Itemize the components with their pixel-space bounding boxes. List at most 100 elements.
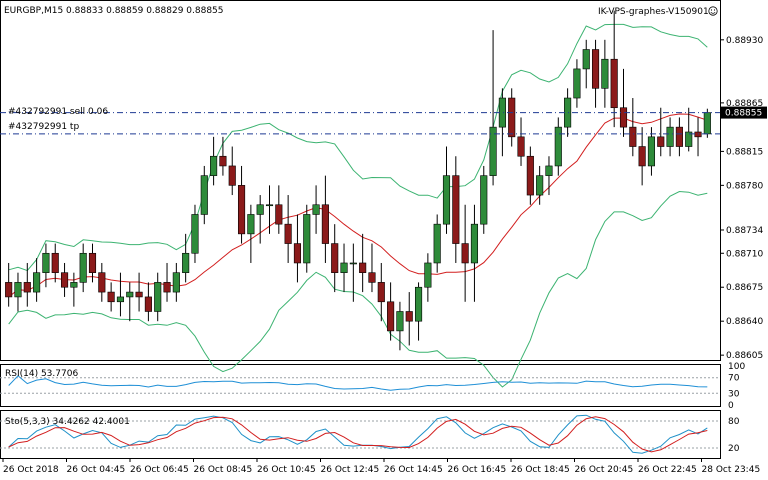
branding-label: IK-VPS-graphes-V150901	[598, 7, 709, 17]
stochastic-indicator: 80 20	[0, 414, 740, 454]
candle	[545, 156, 553, 196]
candle	[331, 224, 339, 293]
candle	[480, 165, 488, 234]
candle-body-bear	[657, 136, 665, 147]
rsi-indicator: 100 70 30 0	[0, 362, 745, 411]
candle-body-bull	[172, 272, 180, 293]
candle-body-bear	[237, 185, 246, 235]
candle	[554, 117, 562, 176]
candle	[182, 233, 190, 283]
candle-body-bull	[536, 175, 544, 196]
rsi-tick-label: 30	[728, 389, 740, 399]
candle-body-bear	[452, 175, 460, 244]
candle	[489, 30, 497, 186]
candle-body-bull	[564, 97, 572, 128]
candle-body-bear	[638, 146, 646, 167]
candle	[284, 195, 292, 263]
candle	[387, 282, 395, 341]
candle	[601, 39, 609, 108]
candle-body-bull	[256, 204, 264, 215]
candle-body-bull	[424, 262, 432, 288]
candle-body-bear	[629, 126, 637, 147]
candle-body-bull	[442, 175, 451, 225]
time-tick-label: 26 Oct 04:45	[67, 465, 126, 475]
candle	[42, 243, 50, 288]
time-tick-label: 26 Oct 10:45	[257, 465, 316, 475]
candle-body-bear	[368, 272, 376, 283]
candle-body-bear	[675, 126, 683, 147]
candle-body-bear	[508, 97, 516, 138]
candle	[442, 146, 451, 234]
candle	[359, 233, 367, 293]
candle	[23, 262, 31, 307]
moving-average	[8, 113, 708, 298]
price-tick-label: 0.88780	[726, 181, 763, 191]
sto-signal-line	[8, 416, 708, 453]
candle	[126, 282, 134, 322]
tp-order-label: #432792991 tp	[8, 122, 79, 132]
candle	[424, 253, 432, 302]
candle-body-bull	[601, 58, 609, 89]
candle	[675, 117, 683, 157]
candle-body-bear	[144, 296, 152, 312]
candle-body-bull	[349, 262, 357, 265]
candle	[591, 39, 600, 108]
sto-label: Sto(5,3,3) 34.4262 42.4001	[5, 417, 130, 427]
candle	[163, 262, 171, 302]
candle-body-bull	[498, 97, 506, 128]
candle-body-bear	[23, 282, 31, 293]
price-tick-label: 0.88640	[726, 317, 763, 327]
candle-body-bear	[517, 136, 525, 157]
candle-body-bear	[321, 204, 329, 244]
candle-body-bear	[135, 291, 143, 298]
rsi-tick-label: 100	[728, 362, 745, 372]
candle-body-bear	[526, 155, 534, 196]
candle	[219, 136, 227, 176]
candle-body-bear	[228, 165, 236, 186]
candle-body-bull	[210, 155, 218, 176]
candle-body-bear	[275, 204, 283, 225]
time-tick-label: 26 Oct 08:45	[194, 465, 253, 475]
price-tick-label: 0.88865	[726, 99, 763, 109]
time-tick-label: 26 Oct 06:45	[130, 465, 189, 475]
candle	[116, 272, 125, 317]
candle	[33, 258, 41, 302]
candle-body-bull	[666, 126, 674, 147]
smiley-icon	[708, 6, 718, 16]
candle-body-bull	[470, 223, 479, 264]
candle	[573, 59, 581, 108]
rsi-panel-border	[0, 364, 721, 407]
rsi-line	[8, 375, 708, 391]
candle-body-bull	[582, 49, 590, 70]
price-tick-label: 0.88710	[726, 249, 763, 259]
candle	[60, 262, 69, 297]
sto-tick-label: 20	[728, 444, 740, 454]
candle-body-bull	[303, 214, 311, 264]
candle-body-bear	[405, 311, 413, 322]
candle	[610, 10, 618, 128]
candle	[657, 107, 665, 157]
candle	[619, 68, 628, 137]
time-tick-label: 26 Oct 18:45	[511, 465, 570, 475]
candle	[200, 165, 208, 225]
time-tick-label: 26 Oct 16:45	[448, 465, 507, 475]
symbol-info: EURGBP,M15 0.88833 0.88859 0.88829 0.888…	[4, 6, 224, 16]
candle-body-bear	[610, 58, 618, 109]
ma-line	[8, 113, 708, 298]
candle	[564, 88, 572, 137]
candle	[293, 214, 302, 283]
price-tick-label: 0.88605	[726, 351, 763, 361]
lower-band	[8, 190, 708, 388]
candle-body-bear	[60, 272, 69, 288]
candle	[629, 98, 637, 157]
candle-body-bull	[312, 204, 320, 215]
candle	[321, 175, 329, 263]
candle	[685, 107, 693, 152]
candle-body-bull	[191, 214, 199, 254]
candle	[154, 272, 162, 322]
time-tick-label: 26 Oct 2018	[3, 465, 59, 475]
candle-body-bull	[647, 136, 656, 167]
candle-body-bull	[265, 204, 274, 207]
main-panel-border	[0, 0, 721, 361]
